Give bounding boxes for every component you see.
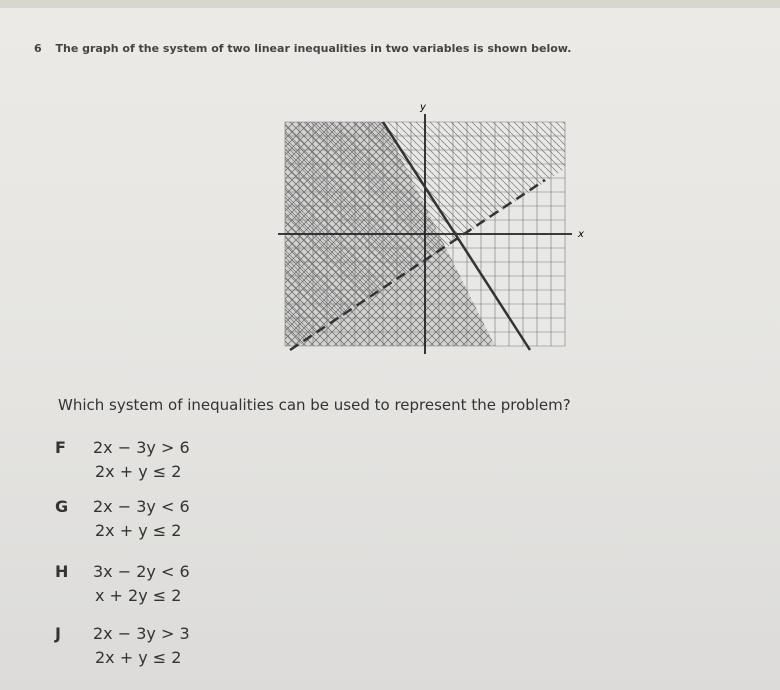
prompt: Which system of inequalities can be used… — [58, 396, 571, 414]
inequality: 3x − 2y < 6 — [93, 562, 190, 581]
x-label: x — [577, 229, 584, 240]
inequality: 2x + y ≤ 2 — [95, 521, 182, 540]
option-letter: G — [55, 497, 69, 516]
inequality: 2x − 3y < 6 — [93, 497, 190, 516]
paper — [0, 8, 780, 690]
solid-line — [381, 121, 532, 351]
inequality: 2x − 3y > 3 — [93, 624, 190, 643]
question-number: 6 — [34, 42, 42, 55]
inequality: 2x + y ≤ 2 — [95, 462, 182, 481]
inequality: x + 2y ≤ 2 — [95, 586, 182, 605]
question-text: The graph of the system of two linear in… — [55, 42, 572, 55]
inequality: 2x + y ≤ 2 — [95, 648, 182, 667]
option-letter: H — [55, 562, 69, 581]
dashed-line — [289, 178, 546, 352]
question: 6 The graph of the system of two linear … — [34, 42, 571, 55]
option-letter: F — [55, 438, 66, 457]
y-label: y — [419, 102, 427, 113]
inequality: 2x − 3y > 6 — [93, 438, 190, 457]
option-letter: J — [55, 624, 61, 643]
